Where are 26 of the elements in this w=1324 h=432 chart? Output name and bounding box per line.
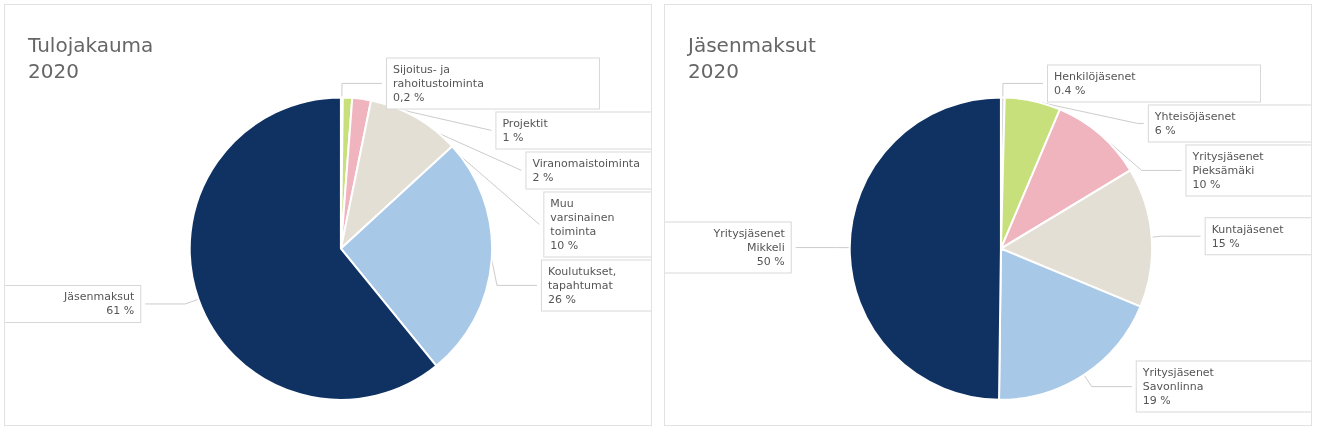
data-label: 6 % (1154, 123, 1176, 137)
slice-label: Henkilöjäsenet (1053, 69, 1137, 83)
data-label: 10 % (550, 238, 579, 252)
data-label: 61 % (106, 304, 135, 318)
slice-label: Yritysjäsenet Pieksämäki (1191, 149, 1265, 177)
chart-title: Jäsenmaksut 2020 (686, 33, 816, 83)
data-label: 0.4 % (1053, 83, 1086, 97)
data-label: 2 % (532, 170, 554, 184)
data-label: 19 % (1142, 394, 1171, 408)
slice-label: Kuntajäsenet (1211, 222, 1285, 236)
data-label: 10 % (1192, 177, 1221, 191)
slice-label: Jäsenmaksut (62, 290, 135, 304)
slice-label: Muu varsinainen toiminta (550, 196, 615, 238)
slice-label: Sijoitus- ja rahoitustoiminta (392, 62, 484, 90)
data-label: 50 % (756, 255, 785, 269)
chart-title: Tulojakauma 2020 (27, 33, 154, 83)
slice-label: Yritysjäsenet Mikkeli (712, 227, 786, 255)
data-label: 15 % (1211, 236, 1240, 250)
data-label: 1 % (502, 130, 524, 144)
slice-label: Koulutukset, tapahtumat (547, 264, 617, 292)
data-label: 26 % (547, 292, 576, 306)
data-label: 0,2 % (392, 90, 425, 104)
slice-label: Yhteisöjäsenet (1153, 109, 1237, 123)
slice-label: Projektit (502, 116, 549, 130)
slice-label: Yritysjäsenet Savonlinna (1141, 366, 1215, 394)
slice-label: Viranomaistoiminta (532, 156, 640, 170)
